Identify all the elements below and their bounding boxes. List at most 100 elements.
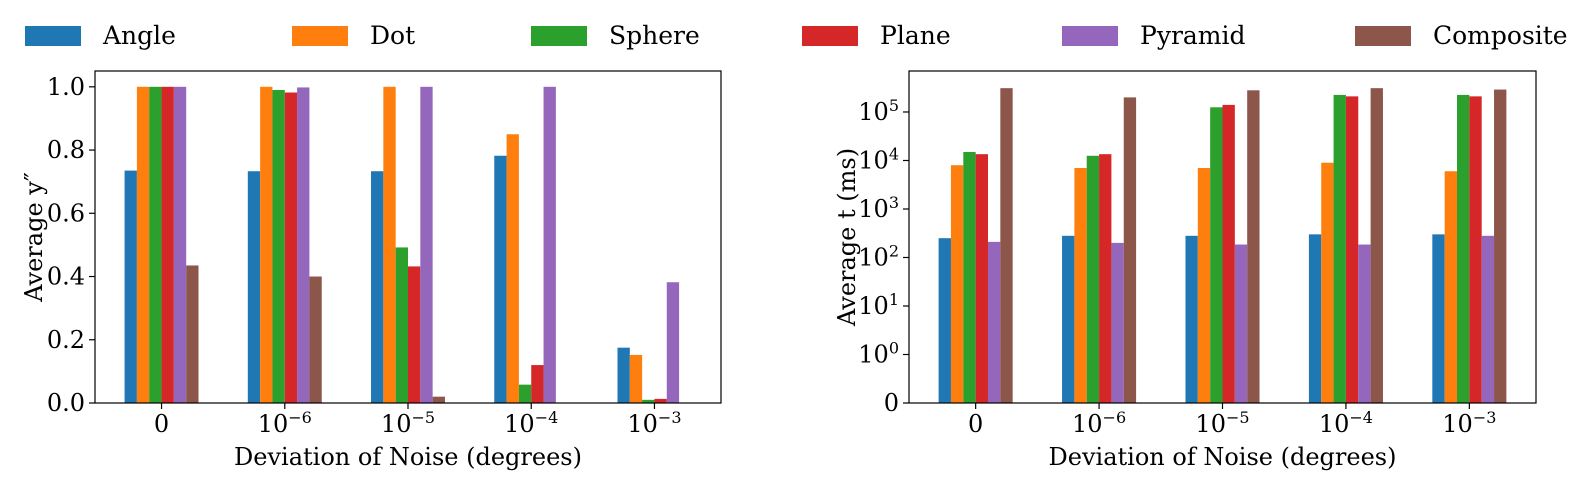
bar-dot-4 [1444, 171, 1458, 403]
x-tick-label: 0 [154, 410, 169, 438]
legend-label: Sphere [609, 21, 700, 50]
bar-pyramid-2 [420, 86, 433, 403]
chart-1: 0 10−6 10−5 10−4 10−3 0.0 0.2 0.4 0.6 0.8 1.0 Devia… [20, 70, 722, 471]
y-tick-label: 0 [884, 389, 899, 417]
x-tick-label: 0 [968, 410, 983, 438]
legend-swatch [25, 26, 81, 46]
x-axis-label: Deviation of Noise (degrees) [234, 443, 582, 471]
x-tick-label: 10−4 [504, 408, 558, 439]
bar-pyramid-2 [1234, 244, 1248, 403]
bar-angle-4 [1432, 234, 1445, 403]
bar-angle-2 [1185, 235, 1198, 403]
y-tick-label: 104 [858, 144, 899, 175]
y-tick-label: 101 [858, 289, 899, 320]
bar-composite-1 [309, 276, 322, 403]
legend-swatch [802, 26, 858, 46]
legend-swatch [1062, 26, 1118, 46]
bar-angle-1 [247, 171, 261, 403]
legend-swatch [292, 26, 348, 46]
bar-composite-2 [432, 396, 445, 403]
bar-sphere-4 [642, 399, 655, 403]
legend: Angle Dot Sphere Plane Pyramid Composite [0, 0, 1592, 60]
chart-2: 0 10−6 10−5 10−4 10−3 0 100 101 102 103 104 105 Devi… [833, 70, 1537, 471]
bar-plane-4 [654, 398, 667, 403]
legend-label: Angle [103, 21, 176, 50]
bar-plane-3 [531, 365, 544, 403]
legend-label: Dot [370, 21, 416, 50]
bar-sphere-4 [1457, 94, 1470, 403]
bar-pyramid-0 [987, 241, 1001, 403]
bar-dot-3 [1321, 162, 1334, 403]
bar-composite-0 [1000, 88, 1013, 403]
bar-sphere-1 [272, 89, 285, 403]
bar-pyramid-1 [1111, 242, 1124, 403]
bar-pyramid-3 [1358, 244, 1371, 403]
bar-plane-2 [408, 266, 421, 403]
legend-label: Pyramid [1140, 21, 1246, 50]
bar-sphere-0 [963, 151, 976, 403]
y-tick-label: 100 [858, 338, 899, 369]
bar-angle-3 [1308, 234, 1322, 403]
x-tick-label: 10−5 [381, 408, 435, 439]
legend-label: Plane [880, 21, 951, 50]
bar-dot-0 [950, 165, 964, 403]
bar-sphere-2 [1210, 107, 1223, 403]
bar-angle-0 [124, 170, 137, 403]
x-tick-label: 10−6 [258, 408, 312, 439]
y-tick-label: 0.0 [47, 389, 85, 417]
legend-item-pyramid: Pyramid [1062, 22, 1246, 50]
bar-pyramid-0 [173, 86, 187, 403]
y-tick-label: 0.2 [47, 326, 85, 354]
y-tick-label: 102 [858, 241, 899, 272]
y-axis-label: Average t (ms) [833, 148, 861, 327]
bar-dot-3 [506, 134, 519, 404]
legend-item-dot: Dot [292, 22, 415, 50]
bar-plane-1 [1099, 154, 1112, 403]
bar-plane-0 [161, 86, 174, 403]
bar-pyramid-3 [543, 86, 556, 403]
bar-sphere-2 [395, 247, 408, 403]
bar-composite-3 [1370, 88, 1383, 403]
bar-angle-4 [617, 347, 630, 403]
bar-dot-0 [136, 86, 150, 403]
bar-sphere-3 [1333, 94, 1346, 403]
y-tick-label: 1.0 [47, 73, 85, 101]
x-tick-label: 10−4 [1319, 408, 1373, 439]
bar-plane-2 [1222, 104, 1235, 404]
bar-sphere-0 [149, 86, 162, 403]
bar-sphere-3 [518, 384, 532, 403]
bar-composite-1 [1123, 97, 1137, 403]
bar-sphere-1 [1086, 155, 1100, 403]
bar-dot-4 [629, 354, 643, 403]
y-tick-label: 0.8 [47, 136, 85, 164]
bar-pyramid-1 [297, 87, 310, 403]
y-tick-label: 0.4 [47, 263, 85, 291]
bar-pyramid-4 [1481, 235, 1495, 403]
y-tick-label: 105 [858, 95, 899, 126]
bar-dot-2 [1197, 168, 1211, 403]
bar-plane-1 [284, 92, 298, 403]
legend-item-plane: Plane [802, 22, 951, 50]
bar-pyramid-4 [666, 282, 680, 403]
bar-plane-4 [1469, 96, 1482, 404]
x-axis-label: Deviation of Noise (degrees) [1049, 443, 1397, 471]
y-axis-label: Average y″ [20, 172, 48, 303]
y-tick-label: 103 [858, 192, 899, 223]
legend-item-sphere: Sphere [531, 22, 700, 50]
bar-dot-2 [383, 86, 396, 403]
bar-angle-0 [938, 238, 951, 403]
legend-swatch [531, 26, 587, 46]
bar-composite-0 [186, 265, 199, 403]
legend-swatch [1355, 26, 1411, 46]
bar-angle-1 [1062, 235, 1075, 403]
bar-composite-2 [1247, 90, 1260, 404]
bar-angle-3 [494, 155, 507, 403]
x-tick-label: 10−3 [627, 408, 681, 439]
legend-item-angle: Angle [25, 22, 176, 50]
x-tick-label: 10−6 [1072, 408, 1126, 439]
x-tick-label: 10−3 [1442, 408, 1496, 439]
bar-plane-3 [1345, 96, 1359, 404]
x-tick-label: 10−5 [1195, 408, 1249, 439]
bar-angle-2 [371, 171, 384, 403]
